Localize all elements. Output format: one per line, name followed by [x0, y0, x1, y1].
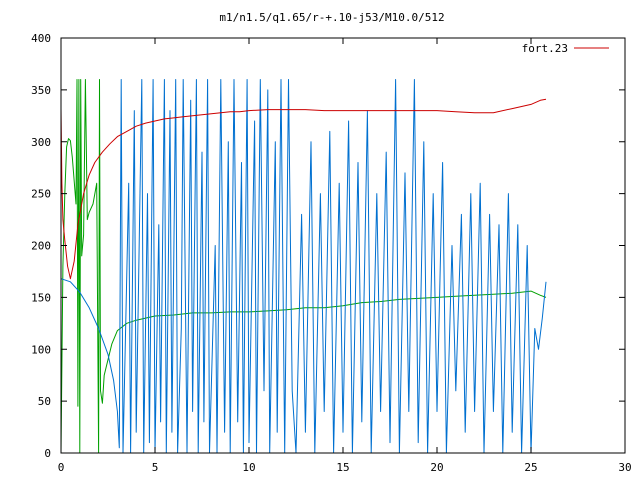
x-tick-label: 30: [618, 461, 631, 474]
y-tick-label: 150: [31, 291, 51, 304]
y-tick-label: 300: [31, 136, 51, 149]
y-tick-label: 400: [31, 32, 51, 45]
series-line-1: [60, 79, 547, 454]
x-tick-label: 20: [430, 461, 443, 474]
y-tick-label: 350: [31, 84, 51, 97]
x-tick-label: 0: [58, 461, 65, 474]
y-tick-label: 50: [38, 395, 51, 408]
x-tick-label: 5: [152, 461, 159, 474]
x-tick-label: 25: [524, 461, 537, 474]
y-tick-label: 200: [31, 240, 51, 253]
chart-title: m1/n1.5/q1.65/r-+.10-j53/M10.0/512: [219, 11, 444, 24]
y-tick-label: 100: [31, 343, 51, 356]
y-tick-label: 250: [31, 188, 51, 201]
legend-label-fort23: fort.23: [522, 42, 568, 55]
legend: fort.23: [522, 42, 609, 55]
y-tick-label: 0: [44, 447, 51, 460]
series-line-2: [60, 79, 547, 454]
series-line-0: [60, 98, 547, 280]
x-tick-label: 15: [336, 461, 349, 474]
x-tick-label: 10: [242, 461, 255, 474]
series-layer: [60, 79, 547, 454]
